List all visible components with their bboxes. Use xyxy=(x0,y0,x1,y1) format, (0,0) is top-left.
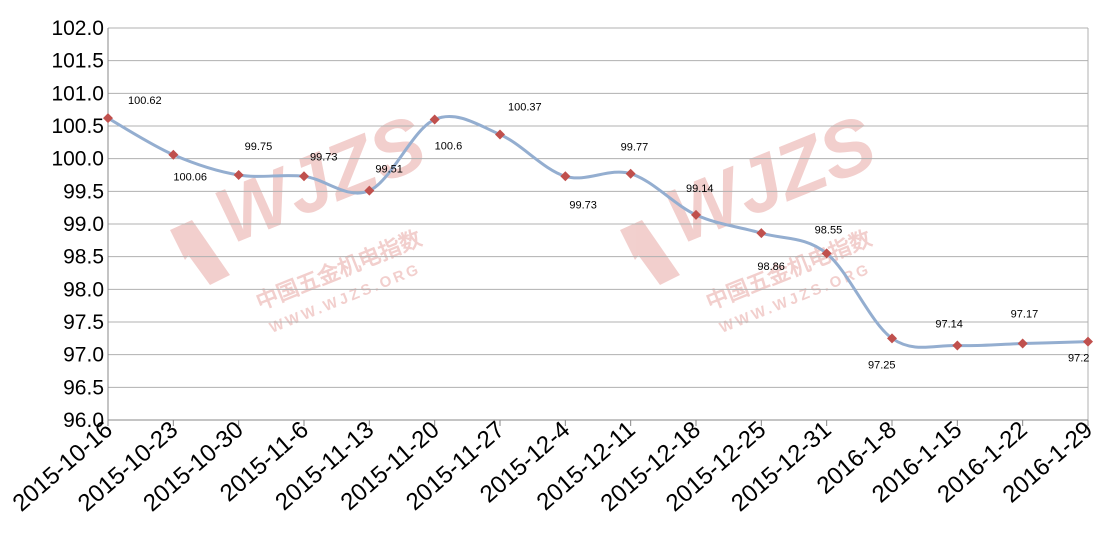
data-point xyxy=(299,171,309,182)
data-label: 98.55 xyxy=(815,224,843,236)
data-point xyxy=(1083,336,1093,347)
watermark-arrow xyxy=(170,220,230,285)
data-label: 99.14 xyxy=(686,183,714,195)
data-point xyxy=(168,149,179,160)
y-tick-label: 98.0 xyxy=(63,278,104,301)
data-label: 99.73 xyxy=(569,199,597,211)
y-tick-label: 102.0 xyxy=(51,17,104,40)
watermark-arrow xyxy=(620,220,680,285)
data-point xyxy=(952,340,963,351)
y-tick-label: 99.5 xyxy=(63,180,104,203)
data-point xyxy=(1017,338,1028,349)
data-point xyxy=(625,168,636,179)
y-tick-label: 98.5 xyxy=(63,246,104,269)
y-tick-label: 96.5 xyxy=(63,376,104,399)
gridlines xyxy=(108,27,1088,421)
data-point xyxy=(821,248,832,259)
data-point xyxy=(560,171,571,182)
y-tick-label: 100.5 xyxy=(51,115,104,138)
data-label: 97.2 xyxy=(1068,353,1089,365)
data-point xyxy=(756,228,767,239)
data-label: 100.37 xyxy=(508,101,542,113)
y-tick-label: 101.5 xyxy=(51,50,104,73)
series-line xyxy=(107,115,1089,349)
data-label: 99.73 xyxy=(310,151,338,163)
data-point xyxy=(887,333,897,344)
data-label: 97.17 xyxy=(1011,309,1039,321)
data-markers xyxy=(103,113,1093,351)
y-tick-labels: 96.0 96.5 97.0 97.5 98.0 98.5 99.0 99.5 100.0 100… xyxy=(51,17,104,432)
data-label: 98.86 xyxy=(757,261,785,273)
y-tick-label: 96.0 xyxy=(63,409,104,432)
data-point xyxy=(364,185,375,196)
y-tick-label: 100.0 xyxy=(51,148,104,171)
y-tick-label: 97.5 xyxy=(63,311,104,334)
y-tick-label: 97.0 xyxy=(63,344,104,367)
data-label: 97.25 xyxy=(868,359,896,371)
data-label: 100.6 xyxy=(435,140,463,152)
data-labels: 100.62 100.06 99.75 99.73 99.51 100.6 100.37 99… xyxy=(128,95,1089,371)
data-point xyxy=(691,209,701,220)
data-label: 100.06 xyxy=(173,172,207,184)
x-tick-labels: 2015-10-162015-10-232015-10-302015-11-62… xyxy=(8,416,1098,517)
data-label: 100.62 xyxy=(128,95,162,107)
axes xyxy=(107,28,1089,426)
data-label: 97.14 xyxy=(935,319,963,331)
data-label: 99.75 xyxy=(245,141,273,153)
data-point xyxy=(429,114,440,125)
data-point xyxy=(495,129,505,140)
data-label: 99.77 xyxy=(621,142,649,154)
data-point xyxy=(233,170,244,180)
y-tick-label: 101.0 xyxy=(51,82,104,105)
y-tick-label: 99.0 xyxy=(63,213,104,236)
data-label: 99.51 xyxy=(375,164,403,176)
data-point xyxy=(103,113,113,124)
